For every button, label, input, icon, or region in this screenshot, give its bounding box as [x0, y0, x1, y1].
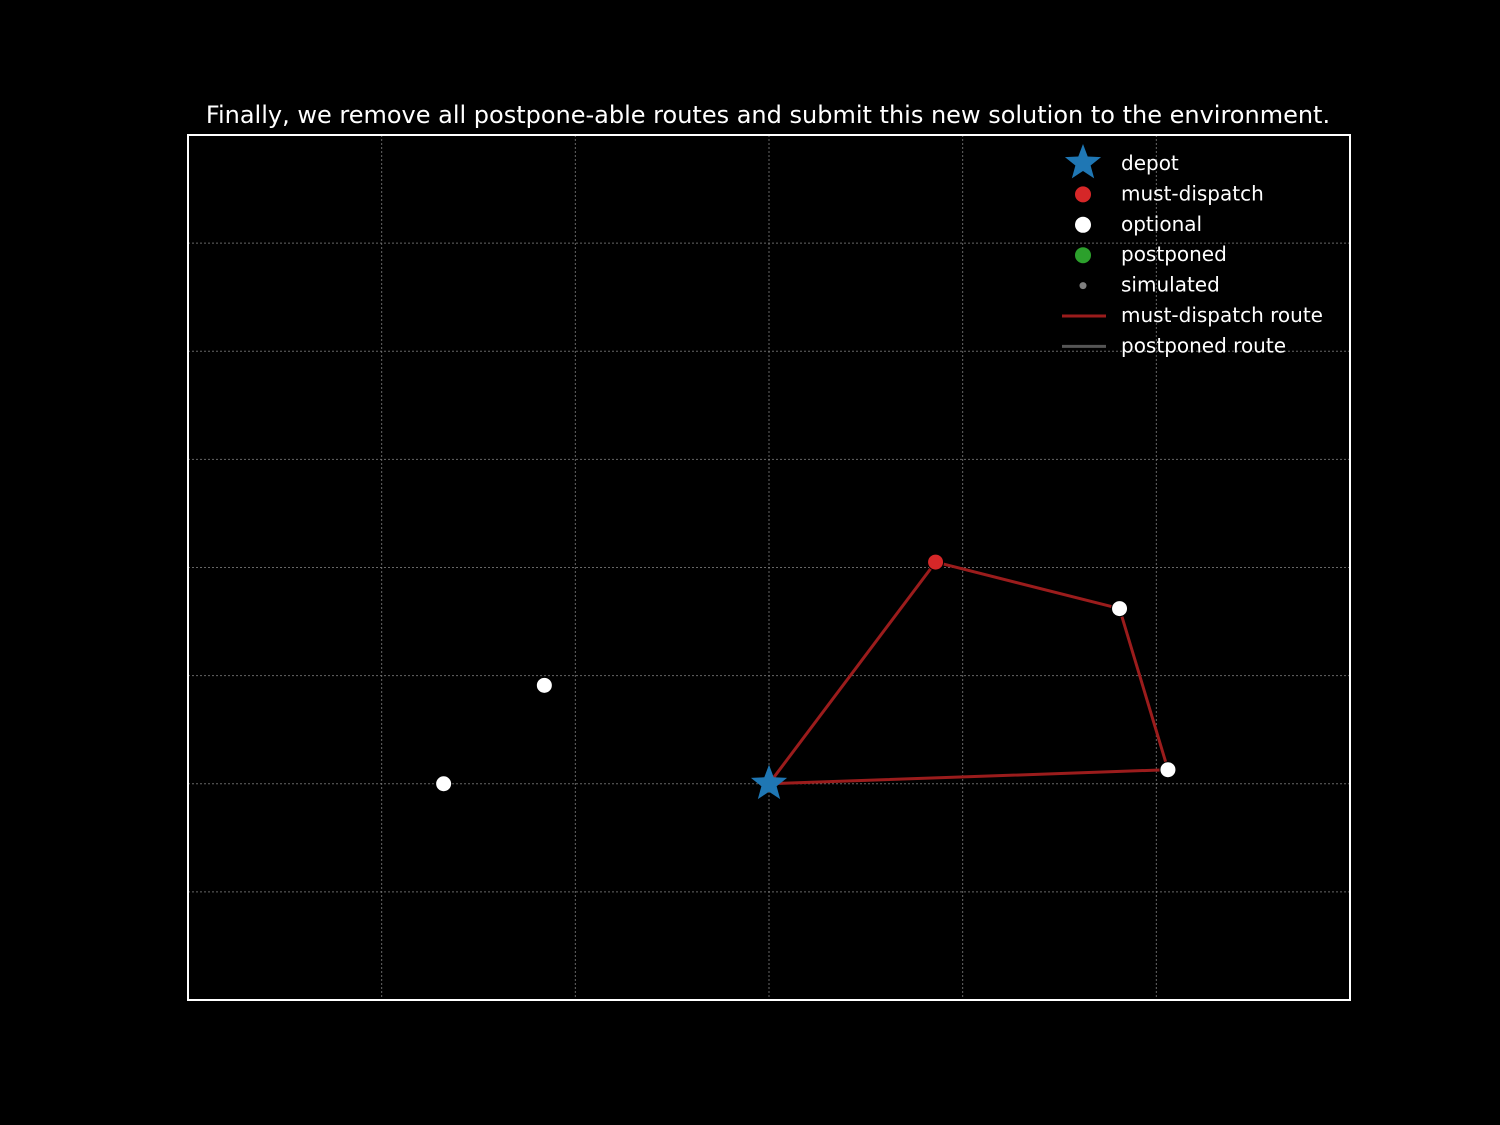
optional-point: [435, 775, 453, 793]
legend: depot must-dispatch optional postponed simul…: [1062, 144, 1323, 357]
legend-optional-symbol: [1075, 216, 1091, 233]
legend-optional-label: optional: [1121, 212, 1202, 236]
optional-point: [535, 676, 553, 694]
legend-must-dispatch-symbol: [1075, 186, 1091, 203]
chart-title: Finally, we remove all postpone-able rou…: [206, 101, 1330, 129]
must-dispatch-point: [927, 553, 945, 571]
legend-must-dispatch-label: must-dispatch: [1121, 181, 1264, 205]
legend-postponed-route-label: postponed route: [1121, 333, 1286, 357]
legend-must-dispatch-route-label: must-dispatch route: [1121, 303, 1323, 327]
legend-postponed-symbol: [1075, 247, 1091, 264]
legend-depot-symbol: [1064, 144, 1102, 179]
legend-simulated-label: simulated: [1121, 273, 1220, 297]
axes-frame: [187, 134, 1351, 1001]
legend-depot-label: depot: [1121, 151, 1179, 175]
optional-point: [1159, 761, 1177, 779]
legend-simulated-symbol: [1079, 282, 1087, 290]
legend-postponed-label: postponed: [1121, 242, 1227, 266]
data-points: [435, 553, 1177, 800]
optional-point: [1111, 600, 1129, 618]
grid: [188, 135, 1350, 1000]
depot-marker: [750, 764, 788, 800]
